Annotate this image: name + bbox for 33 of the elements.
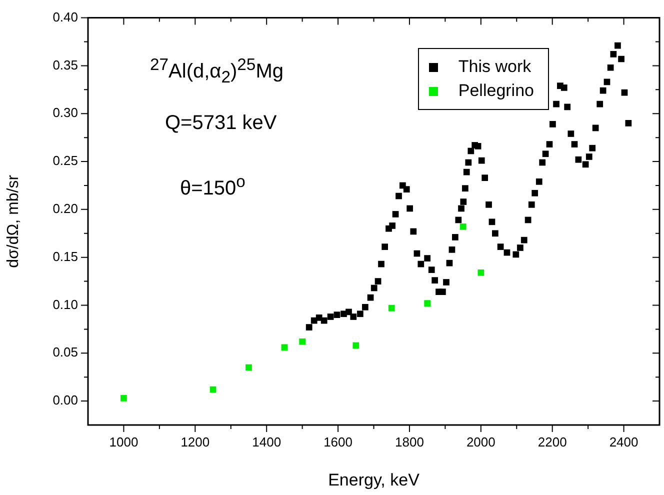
- y-tick-label: 0.20: [52, 201, 78, 216]
- legend-label: This work: [458, 56, 532, 78]
- x-axis-title: Energy, keV: [328, 470, 420, 490]
- y-tick-label: 0.30: [52, 105, 78, 120]
- point: [120, 394, 127, 402]
- y-tick-label: 0.05: [52, 344, 78, 360]
- annotation: θ=150$^{o}$: [180, 172, 246, 201]
- y-tick-label: 0.25: [52, 153, 78, 168]
- x-tick-label: 2200: [538, 434, 567, 450]
- annotation: Q=5731 keV: [165, 112, 277, 135]
- point: [352, 342, 360, 349]
- x-tick-label: 1800: [395, 434, 424, 450]
- x-tick-label: 2000: [466, 434, 496, 450]
- y-tick-label: 0.40: [52, 9, 78, 24]
- point: [424, 300, 431, 306]
- x-tick-label: 1000: [109, 434, 138, 450]
- y-axis-title: dσ/dΩ, mb/sr: [5, 174, 22, 268]
- x-tick-label: 1400: [252, 434, 282, 450]
- legend-label: Pellegrino: [458, 80, 534, 102]
- y-tick-label: 0.10: [52, 296, 78, 312]
- y-tick-label: 0.35: [52, 57, 78, 72]
- y-tick-label: 0.15: [52, 248, 78, 264]
- point: [388, 304, 395, 312]
- annotation: $^{27}$Al(d,α$_{2}$)$^{25}$Mg: [150, 55, 284, 88]
- x-tick-label: 1600: [324, 434, 352, 450]
- x-tick-label: 1200: [180, 434, 210, 450]
- y-tick-label: 0.00: [52, 392, 78, 408]
- point: [281, 344, 288, 351]
- point: [246, 364, 252, 371]
- point: [478, 269, 484, 276]
- x-tick-label: 2400: [609, 434, 638, 450]
- point: [299, 338, 306, 345]
- point: [460, 223, 466, 230]
